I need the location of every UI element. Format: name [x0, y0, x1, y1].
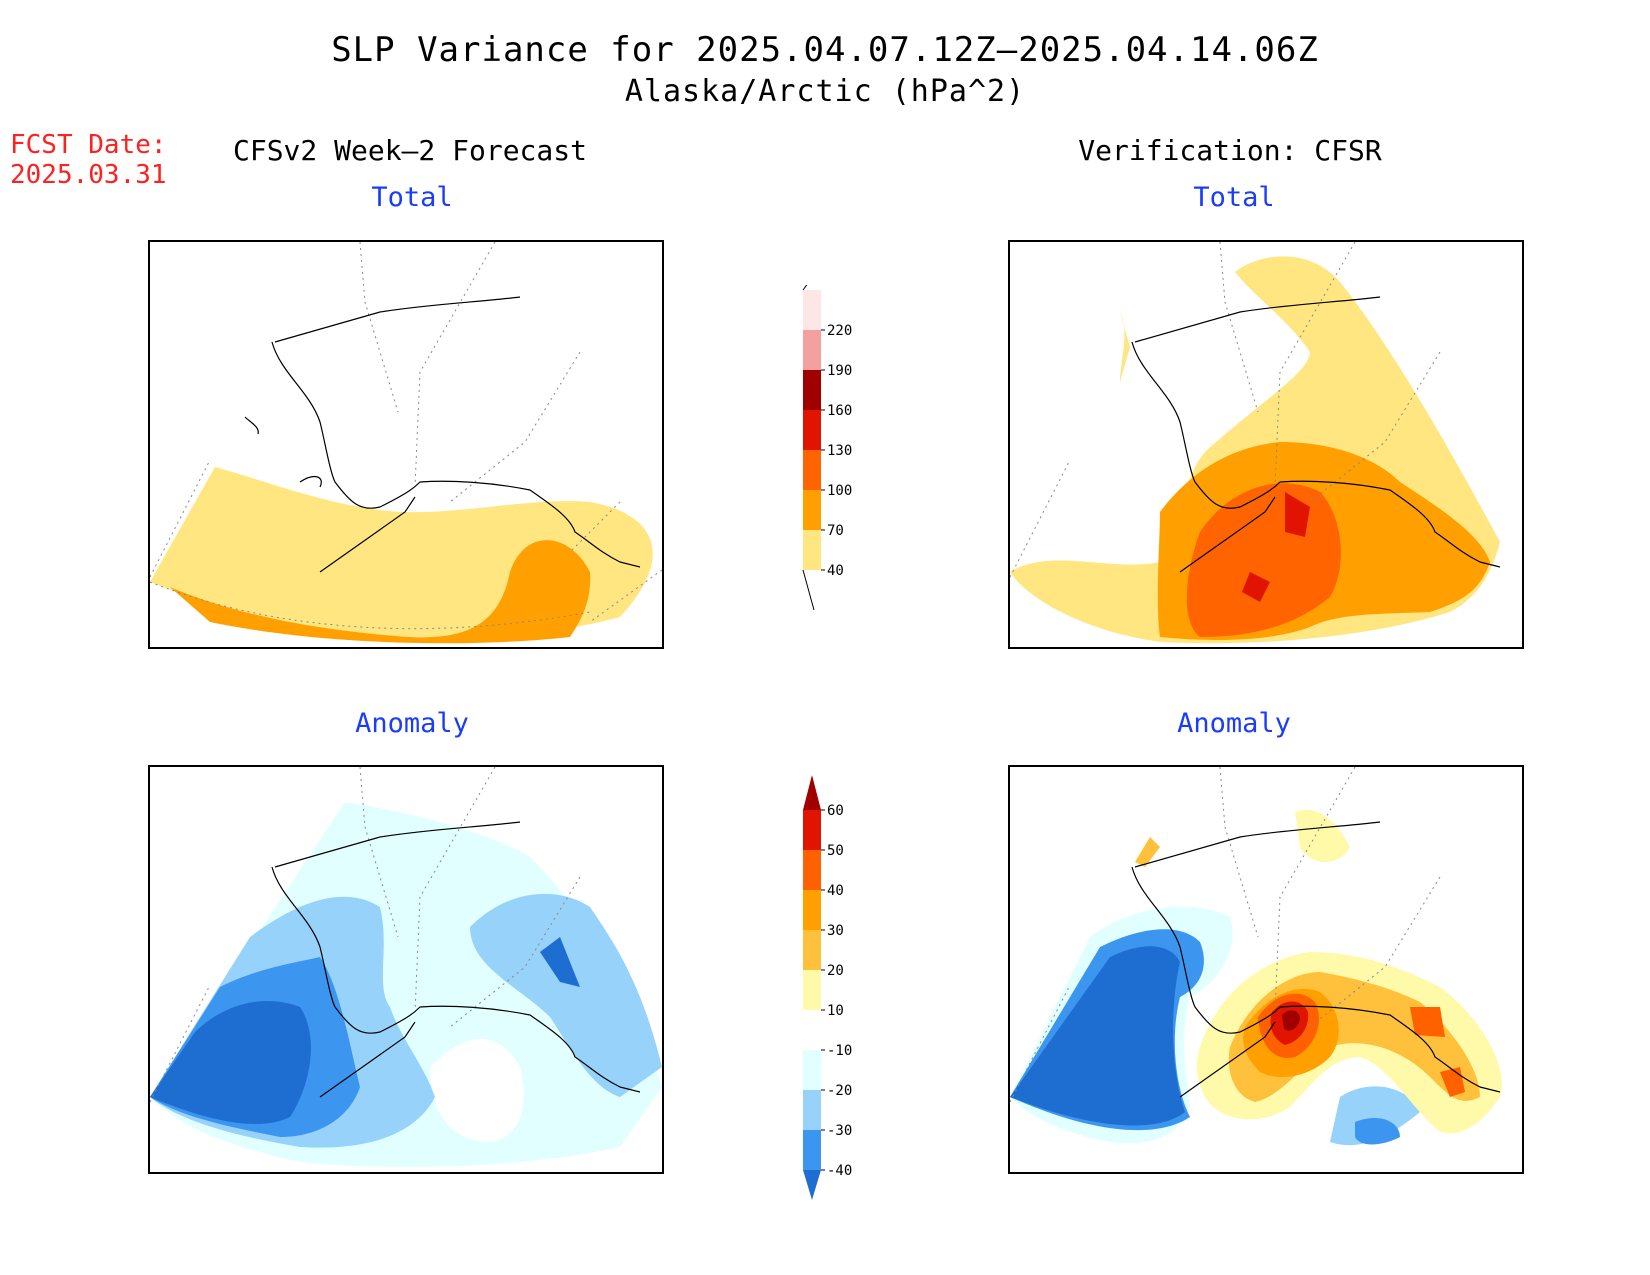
verification-anomaly-map	[1008, 765, 1524, 1174]
anomaly-colorbar-label: 40	[827, 883, 844, 899]
anomaly-contour-white	[430, 1038, 524, 1142]
anomaly-colorbar-svg: -40 -30 -20 -10 10 20 30 40 50 60	[803, 775, 852, 1200]
anomaly-colorbar-lower-triangle	[803, 1170, 821, 1200]
anomaly-colorbar-label: -20	[827, 1083, 852, 1099]
anomaly-contour-minus30-south	[1355, 1117, 1400, 1145]
anomaly-colorbar-label: 60	[827, 803, 844, 819]
total-colorbar-band-0	[803, 530, 821, 570]
total-colorbar-band-5	[803, 330, 821, 370]
coastline	[271, 821, 641, 1093]
anomaly-colorbar-upper-triangle	[803, 775, 821, 810]
fcst-date-value: 2025.03.31	[10, 160, 167, 190]
coastline-islands	[244, 416, 416, 573]
anomaly-contour-minus20-east	[470, 893, 662, 1097]
anomaly-colorbar-label: 10	[827, 1003, 844, 1019]
anomaly-colorbar-band-4	[803, 970, 821, 1010]
total-colorbar-band-2	[803, 450, 821, 490]
anomaly-colorbar-label: -10	[827, 1043, 852, 1059]
anomaly-colorbar-band-6	[803, 890, 821, 930]
anomaly-colorbar-band-7	[803, 850, 821, 890]
main-title: SLP Variance for 2025.04.07.12Z–2025.04.…	[331, 30, 1319, 70]
total-colorbar-label: 100	[827, 483, 852, 499]
total-colorbar-band-3	[803, 410, 821, 450]
total-colorbar-band-6	[803, 290, 821, 330]
anomaly-contour-60	[1282, 1010, 1300, 1031]
verification-total-map	[1008, 240, 1524, 649]
anomaly-contour-minus40-east	[540, 937, 580, 987]
anomaly-colorbar-label: 30	[827, 923, 844, 939]
anomaly-colorbar-band-1	[803, 1090, 821, 1130]
anomaly-colorbar-band-5	[803, 930, 821, 970]
anomaly-contour-20-north	[1135, 837, 1160, 867]
total-colorbar-band-1	[803, 490, 821, 530]
anomaly-contour-minus20-south	[1330, 1086, 1420, 1146]
total-colorbar-label: 190	[827, 363, 852, 379]
variance-contour-40-small	[1120, 312, 1130, 382]
graticule-lines	[150, 767, 581, 1103]
total-colorbar-upper-tail	[802, 274, 815, 291]
fcst-date-label: FCST Date:	[10, 130, 167, 160]
total-colorbar-band-4	[803, 370, 821, 410]
anomaly-contour-minus40	[1010, 946, 1185, 1126]
anomaly-colorbar-band-0	[803, 1130, 821, 1170]
total-colorbar-label: 40	[827, 563, 844, 579]
forecast-total-title: Total	[371, 182, 453, 213]
verification-total-title: Total	[1193, 182, 1275, 213]
total-colorbar-label: 220	[827, 323, 852, 339]
anomaly-colorbar-label: 50	[827, 843, 844, 859]
coastline	[1131, 821, 1501, 1093]
main-subtitle: Alaska/Arctic (hPa^2)	[624, 74, 1026, 109]
anomaly-colorbar-band-2	[803, 1050, 821, 1090]
anomaly-contour-40-east	[1410, 1007, 1465, 1097]
forecast-anomaly-title: Anomaly	[355, 708, 469, 739]
forecast-total-map	[148, 240, 664, 649]
anomaly-colorbar-band-3	[803, 1010, 821, 1050]
coastline	[1131, 296, 1501, 568]
coastline-islands	[1179, 496, 1276, 573]
variance-contour-130	[1242, 492, 1310, 602]
anomaly-colorbar-label: -40	[827, 1163, 852, 1179]
verification-anomaly-title: Anomaly	[1177, 708, 1291, 739]
anomaly-contour-minus40	[150, 1001, 311, 1125]
coastline-islands	[1179, 1021, 1276, 1098]
total-colorbar-label: 70	[827, 523, 844, 539]
graticule-lines	[1010, 767, 1441, 1103]
total-colorbar-lower-tail	[802, 569, 815, 611]
total-colorbar: 40 70 100 130 160 190 220	[795, 274, 875, 619]
coastline	[271, 296, 641, 568]
anomaly-colorbar: -40 -30 -20 -10 10 20 30 40 50 60	[795, 750, 875, 1214]
forecast-anomaly-map	[148, 765, 664, 1174]
total-colorbar-svg: 40 70 100 130 160 190 220	[802, 274, 852, 611]
graticule-lines	[150, 242, 662, 623]
graticule-lines	[1010, 242, 1441, 578]
anomaly-contour-10-north	[1295, 809, 1350, 862]
anomaly-colorbar-label: 20	[827, 963, 844, 979]
anomaly-colorbar-label: -30	[827, 1123, 852, 1139]
coastline-islands	[319, 1021, 416, 1098]
forecast-column-title: CFSv2 Week–2 Forecast	[232, 134, 587, 167]
variance-contour-70	[170, 540, 591, 644]
total-colorbar-label: 160	[827, 403, 852, 419]
anomaly-colorbar-band-8	[803, 810, 821, 850]
total-colorbar-label: 130	[827, 443, 852, 459]
verification-column-title: Verification: CFSR	[1078, 134, 1382, 167]
